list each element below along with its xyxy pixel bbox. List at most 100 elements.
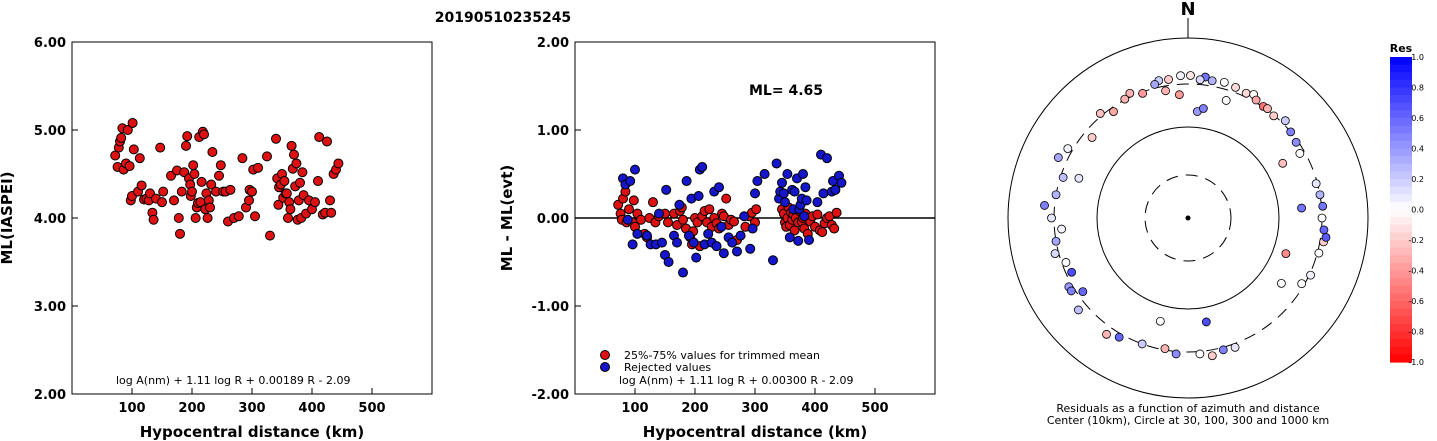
colorbar-tick-label: 0.6 — [1411, 114, 1424, 123]
colorbar-segment — [1390, 285, 1412, 294]
panel2-point — [752, 176, 763, 187]
colorbar-segment — [1390, 308, 1412, 317]
panel2-point — [793, 235, 804, 246]
panel1-x-tick-label: 300 — [238, 401, 265, 416]
panel2-x-axis-label: Hypocentral distance (km) — [643, 423, 868, 441]
residual-point — [1058, 173, 1068, 182]
panel2-point — [693, 191, 704, 201]
panel1-y-tick-label: 6.00 — [34, 36, 66, 51]
panel1-point — [271, 133, 281, 144]
colorbar-segment — [1390, 64, 1412, 73]
legend-trimmed-label: 25%-75% values for trimmed mean — [624, 349, 820, 362]
residual-point — [1198, 104, 1208, 113]
panel2-point — [681, 176, 692, 187]
colorbar-segment — [1390, 102, 1412, 111]
residual-point — [1050, 249, 1060, 259]
residual-point — [1319, 225, 1329, 235]
colorbar-segment — [1390, 87, 1412, 96]
residual-point — [1160, 344, 1170, 354]
residual-point — [1297, 279, 1307, 289]
panel1-point — [314, 132, 325, 143]
panel1-point — [286, 140, 297, 151]
panel1-point — [285, 204, 296, 215]
residual-point — [1051, 190, 1061, 200]
panel2-point — [801, 195, 812, 206]
colorbar-tick-label: 0.0 — [1411, 206, 1424, 215]
panel1-point — [188, 160, 199, 171]
panel1-point — [136, 180, 147, 191]
panel2-point — [678, 214, 688, 225]
panel1-point — [157, 197, 167, 208]
residual-point — [1219, 77, 1229, 87]
colorbar-segment — [1390, 346, 1412, 355]
panel1-point — [182, 131, 193, 142]
panel1-point — [333, 158, 344, 169]
colorbar-tick-label: -0.8 — [1408, 328, 1424, 337]
residual-point — [1221, 96, 1231, 105]
panel1-point — [169, 195, 179, 206]
residual-point — [1063, 144, 1073, 154]
legend-rejected-marker — [600, 362, 610, 372]
panel1-point — [134, 153, 145, 164]
residual-point — [1102, 329, 1111, 339]
panel2-point — [822, 153, 832, 164]
panel2-y-tick-label: -1.00 — [532, 300, 569, 315]
residual-point — [1171, 349, 1181, 359]
panel1-point — [181, 140, 191, 151]
colorbar-segment — [1390, 224, 1412, 233]
colorbar-segment — [1390, 278, 1412, 287]
panel2-point — [632, 228, 643, 239]
residual-point — [1207, 76, 1217, 86]
panel1-point — [295, 177, 305, 188]
panel2-point — [759, 169, 770, 179]
panel1-point — [175, 228, 185, 239]
panel1-point — [214, 170, 224, 181]
panel2-point — [804, 235, 814, 245]
panel1-point — [173, 213, 184, 223]
panel1-point — [158, 186, 169, 197]
residual-point — [1138, 88, 1148, 98]
panel2-point — [648, 197, 658, 208]
colorbar-segment — [1390, 293, 1412, 302]
panel2-x-tick-label: 300 — [741, 401, 768, 416]
panel2-point — [721, 193, 732, 204]
panel2-point — [771, 158, 782, 169]
panel2-point — [714, 182, 724, 193]
residual-point — [1150, 80, 1160, 89]
residual-point — [1321, 232, 1331, 242]
colorbar-tick-label: 0.8 — [1411, 84, 1424, 93]
colorbar-segment — [1390, 156, 1412, 165]
colorbar-segment — [1390, 354, 1412, 363]
panel1-point — [189, 169, 200, 179]
panel1-point — [215, 160, 226, 171]
panel2-point — [818, 188, 829, 199]
colorbar-segment — [1390, 133, 1412, 142]
residual-point — [1218, 345, 1228, 355]
residual-point — [1078, 287, 1088, 297]
panel2-point — [799, 211, 810, 222]
panel1-point — [289, 149, 299, 160]
panel1-point — [124, 161, 135, 172]
panel2-point — [789, 186, 800, 197]
panel1-point — [291, 158, 302, 169]
residual-point — [1067, 267, 1077, 277]
panel2-ticks: 100 200 300 400 500 -2.00 -1.00 0.00 1.00 2.00 — [532, 36, 889, 416]
panel2-point — [830, 184, 841, 195]
panel2-point — [732, 246, 742, 257]
panel1-y-tick-label: 5.00 — [34, 124, 66, 139]
panel2-y-tick-label: 0.00 — [537, 212, 569, 227]
panel1-point — [281, 188, 292, 199]
panel2-point — [678, 267, 688, 278]
panel2-x-tick-label: 500 — [861, 401, 888, 416]
panel2-point — [627, 239, 638, 250]
panel1-point — [207, 147, 218, 157]
panel2-point — [751, 204, 762, 215]
panel2-point — [622, 214, 633, 225]
residual-point — [1241, 88, 1251, 98]
panel1-point — [187, 186, 197, 197]
legend-trimmed-marker — [600, 350, 610, 360]
panel2-point — [727, 237, 738, 248]
panel1-point — [202, 213, 213, 223]
panel1-point — [265, 230, 275, 241]
panel1-point — [247, 186, 257, 197]
